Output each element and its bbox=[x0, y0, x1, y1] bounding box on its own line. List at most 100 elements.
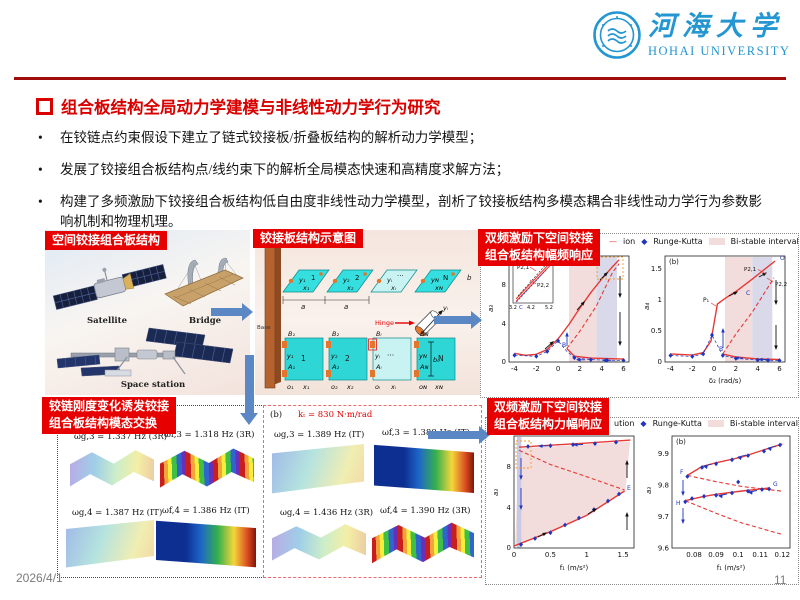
annotation-B: B bbox=[719, 346, 723, 353]
caption-space-station: Space station bbox=[120, 380, 186, 390]
slide-page-number: 11 bbox=[774, 573, 787, 587]
mode-b-label-4: ωf,4 = 1.390 Hz (3R) bbox=[380, 506, 471, 516]
plot-b-tag: (b) bbox=[669, 258, 679, 266]
xtick: 2 bbox=[578, 365, 582, 373]
bistable-region bbox=[569, 257, 597, 362]
mode-label-3: ωg,4 = 1.387 Hz (IT) bbox=[72, 508, 163, 518]
xtick: -2 bbox=[533, 365, 540, 373]
ytick: 0 bbox=[658, 358, 662, 366]
flow-arrow-down-to-modes bbox=[240, 355, 259, 425]
schematic-base-label: Base bbox=[257, 325, 271, 331]
xlabel-f1: f₁ (m/s²) bbox=[717, 564, 746, 572]
ytick: 9.9 bbox=[658, 450, 669, 458]
legend-rk-label: Runge-Kutta bbox=[652, 419, 702, 428]
freq-plot-a-inset: P2,1 P2,2 11 3.2 4.2 5.2 C bbox=[506, 258, 554, 311]
mode-shape-image-3r-stripes bbox=[372, 522, 474, 564]
schematic-drawing: Base y₁ y₂ yᵢ yɴ x₁ x₂ xᵢ xɴ bbox=[257, 238, 472, 391]
ylabel-a3: a₃ bbox=[645, 487, 653, 494]
label-force-response-line2: 组合板结构力幅响应 bbox=[494, 417, 603, 432]
panel-freq-response: — ion ◆ Runge-Kutta Bi-stable interval T… bbox=[480, 233, 799, 398]
mode-shape-image-3r-pastel bbox=[70, 450, 154, 487]
university-name-cn: 河海大学 bbox=[648, 11, 784, 41]
panel-mode-exchange: ωg,3 = 1.337 Hz (3R) ωf,3 = 1.318 Hz (3R… bbox=[57, 405, 264, 578]
top-plate-N: N bbox=[443, 274, 448, 282]
bullet-point-2: 发展了铰接组合板结构点/线约束下的解析全局模态快速和高精度求解方法； bbox=[38, 160, 772, 180]
flow-arrow-modes-to-force bbox=[428, 426, 490, 444]
force-plot-a: E 8 4 0 a₃ 0 0.5 1 1.5 f₁ (m/s²) bbox=[492, 435, 635, 572]
bridge-image bbox=[164, 257, 244, 307]
freq-plot-a: P2,1 P2,2 11 3.2 4.2 5.2 C B 8 4 0 a₃ -4… bbox=[487, 255, 630, 373]
mode-shape-image-it-pastel bbox=[272, 444, 364, 494]
flow-arrow-structures-to-schematic bbox=[211, 303, 253, 321]
top-plate-yN: yɴ bbox=[430, 276, 439, 284]
corner-B2: B₂ bbox=[332, 330, 339, 338]
legend-bistable-label: Bi-stable interval bbox=[730, 237, 799, 246]
xtick: 0 bbox=[512, 551, 516, 559]
mode-b-label-1: ωg,3 = 1.389 Hz (IT) bbox=[274, 430, 365, 440]
bottom-plate-dots: ··· bbox=[387, 351, 394, 360]
label-force-response-line1: 双频激励下空间铰接 bbox=[494, 400, 603, 414]
top-plate-2: 2 bbox=[355, 274, 359, 282]
ytick: 0.5 bbox=[651, 327, 662, 335]
plot-b-tag: (b) bbox=[676, 438, 686, 446]
legend-bistable-label: Bi-stable interval bbox=[729, 419, 798, 428]
xtick: 1 bbox=[584, 551, 588, 559]
top-plate-yi: yᵢ bbox=[386, 276, 393, 284]
corner-A1: A₁ bbox=[287, 363, 295, 371]
label-freq-response-line2: 组合板结构幅频响应 bbox=[485, 248, 594, 263]
mode-label-1: ωg,3 = 1.337 Hz (3R) bbox=[74, 432, 168, 442]
annotation-O: O bbox=[780, 255, 785, 262]
xtick: 0 bbox=[556, 365, 560, 373]
title-row: 组合板结构全局动力学建模与非线性动力学行为研究 bbox=[36, 94, 441, 118]
mode-shape-image-it-pastel bbox=[66, 520, 154, 568]
inset-P21-label: P2,1 bbox=[517, 265, 529, 271]
legend-diamond-icon: ◆ bbox=[640, 419, 647, 428]
bottom-yi: yᵢ bbox=[374, 352, 381, 360]
legend-rk-label: Runge-Kutta bbox=[653, 237, 703, 246]
label-mode-exchange: 铰链刚度变化诱发铰接 组合板结构模态交换 bbox=[42, 397, 177, 434]
ytick: 9.8 bbox=[658, 482, 669, 490]
hinge-highlight-box bbox=[368, 338, 377, 351]
force-plot-b: (b) bbox=[645, 435, 791, 572]
xtick: 2 bbox=[734, 365, 738, 373]
corner-B1: B₁ bbox=[288, 330, 295, 338]
title-square-bullet-icon bbox=[36, 97, 53, 115]
hinge-stiffness-value: kₜ = 830 N·m/rad bbox=[298, 410, 373, 420]
label-hinged-plate-schematic: 铰接板结构示意图 bbox=[253, 229, 364, 249]
hinge-label: Hinge bbox=[375, 319, 394, 327]
ylabel-a4: a₄ bbox=[643, 303, 651, 310]
dim-a2: a bbox=[344, 303, 348, 311]
corner-BN: Bɴ bbox=[420, 330, 429, 338]
xtick: 6 bbox=[777, 365, 782, 373]
bottom-plate-N: N bbox=[438, 354, 444, 363]
slide-date: 2026/4/1 bbox=[16, 571, 63, 585]
xtick: 4 bbox=[599, 365, 604, 373]
force-legend: — ution ◆ Runge-Kutta Bi-stable interval… bbox=[600, 419, 800, 428]
ytick: 9.6 bbox=[658, 545, 670, 553]
xtick: 6 bbox=[621, 365, 626, 373]
bistable-region bbox=[515, 441, 630, 546]
mode-shape-image-it-torsion bbox=[156, 520, 256, 568]
tristable-region bbox=[596, 257, 617, 362]
ytick: 1 bbox=[658, 296, 662, 304]
dim-b0: b₀ bbox=[433, 356, 440, 364]
hohai-seal-logo-icon bbox=[593, 11, 641, 59]
annotation-P22: P2,2 bbox=[775, 282, 787, 288]
zoom-region-box bbox=[515, 440, 532, 469]
caption-bridge: Bridge bbox=[188, 316, 222, 326]
inset-C-label: C bbox=[519, 305, 523, 311]
label-space-hinged-structures: 空间铰接组合板结构 bbox=[45, 231, 168, 251]
corner-AN: Aɴ bbox=[419, 363, 429, 371]
mode-label-4: ωf,4 = 1.386 Hz (IT) bbox=[162, 506, 250, 516]
xtick: 4 bbox=[755, 365, 760, 373]
inset-xtick-1: 3.2 bbox=[509, 305, 517, 311]
mode-shape-image-it-torsion bbox=[374, 444, 474, 494]
ytick: 4 bbox=[502, 320, 507, 328]
bottom-x1: x₁ bbox=[302, 383, 310, 391]
top-plate-xi: xᵢ bbox=[390, 284, 397, 292]
annotation-C: C bbox=[746, 290, 750, 297]
annotation-P21: P2,1 bbox=[744, 267, 756, 273]
origin-o2: o₂ bbox=[331, 383, 338, 391]
flow-arrow-schematic-to-freq bbox=[434, 311, 482, 329]
